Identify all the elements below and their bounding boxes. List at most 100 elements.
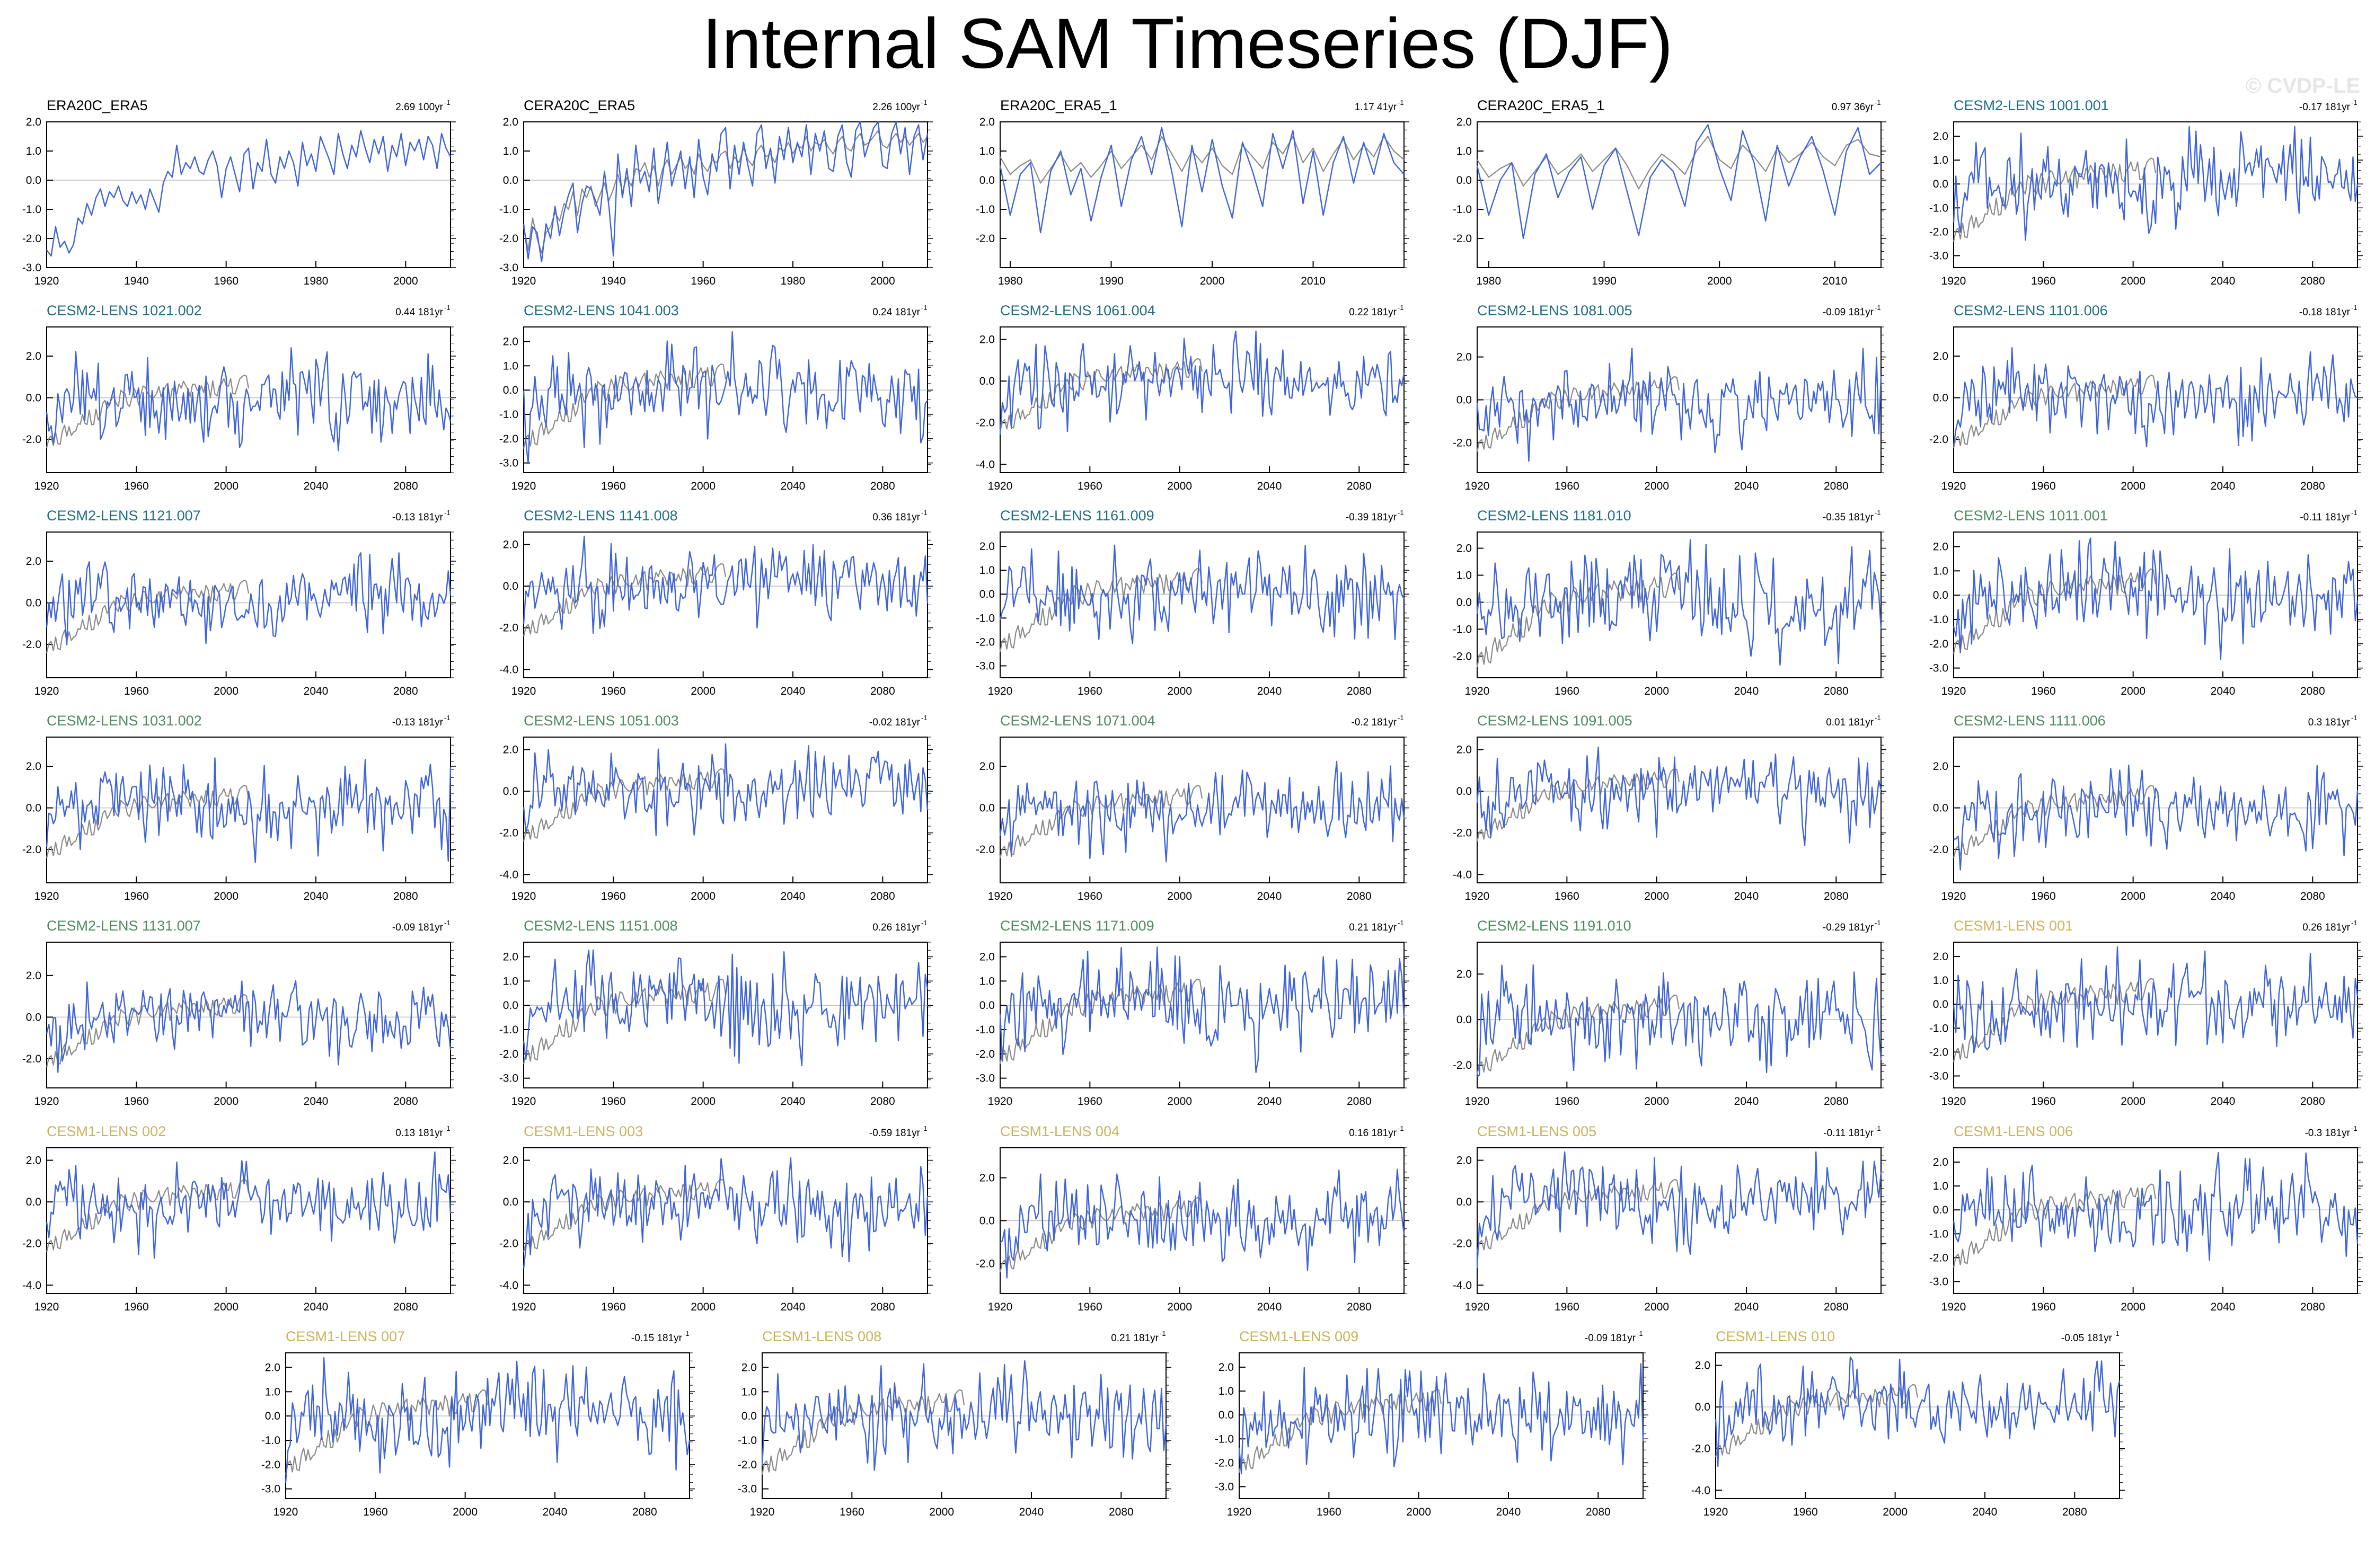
y-tick-label: 0.0 — [1933, 178, 1948, 190]
y-tick-label: 0.0 — [1933, 802, 1948, 814]
y-tick-label: -1.0 — [22, 203, 41, 216]
x-tick-label: 2000 — [1644, 890, 1669, 902]
x-tick-label: 1960 — [1078, 890, 1102, 902]
y-tick-label: 0.0 — [1219, 1409, 1234, 1421]
x-tick-label: 1920 — [34, 1095, 59, 1108]
x-tick-label: 2000 — [691, 685, 716, 697]
y-tick-label: -1.0 — [976, 1024, 995, 1036]
y-tick-label: 1.0 — [26, 145, 41, 157]
y-tick-label: -2.0 — [22, 639, 41, 651]
x-tick-label: 1920 — [1465, 480, 1490, 492]
member-series-line — [46, 130, 452, 257]
chart-panel: CESM1-LENS 005 -0.11 181yr -1 2.0 0.0 -2.0 -4.… — [1453, 1123, 1886, 1313]
obs-series-line — [999, 785, 1203, 858]
x-tick-label: 1920 — [1465, 685, 1490, 697]
y-tick-label: -2.0 — [499, 433, 518, 445]
x-tick-label: 1990 — [1099, 275, 1124, 287]
plot-frame — [46, 1147, 451, 1294]
panel-title: CESM2-LENS 1031.002 — [47, 713, 202, 729]
obs-series-line — [1715, 1384, 1919, 1458]
x-tick-label: 2080 — [2300, 275, 2325, 287]
member-series-line — [285, 1357, 691, 1483]
panel-trend-exponent: -1 — [1398, 919, 1404, 927]
x-tick-label: 2040 — [304, 480, 329, 492]
y-tick-label: -4.0 — [499, 869, 518, 881]
panel-trend-exponent: -1 — [444, 304, 451, 312]
y-tick-label: -2.0 — [499, 827, 518, 839]
panel-trend: -0.39 181yr — [1346, 512, 1397, 523]
y-tick-label: -4.0 — [499, 1279, 518, 1291]
panel-title: CESM2-LENS 1161.009 — [1000, 508, 1154, 524]
plot-frame — [1477, 737, 1882, 883]
y-tick-label: 0.0 — [26, 174, 41, 187]
x-tick-label: 2000 — [1707, 275, 1732, 287]
x-tick-label: 1960 — [214, 275, 239, 287]
y-tick-label: 0.0 — [1456, 596, 1472, 608]
member-series-line — [999, 330, 1405, 435]
y-tick-label: -1.0 — [1929, 1228, 1948, 1240]
y-tick-label: -2.0 — [1691, 1443, 1710, 1455]
chart-panel: CESM2-LENS 1001.001 -0.17 181yr -1 2.0 1.0 0.… — [1929, 98, 2363, 287]
obs-series-line — [1953, 375, 2157, 448]
panel-trend-exponent: -1 — [1398, 304, 1404, 312]
y-tick-label: -1.0 — [1929, 614, 1948, 626]
x-tick-label: 2040 — [781, 890, 806, 902]
panel-trend: -0.11 181yr — [2300, 512, 2350, 523]
panel-title: CESM1-LENS 006 — [1954, 1123, 2073, 1139]
y-tick-label: -2.0 — [499, 1238, 518, 1250]
x-tick-label: 2080 — [1347, 1301, 1372, 1313]
panel-trend: -0.18 181yr — [2299, 307, 2351, 318]
x-tick-label: 1960 — [1555, 480, 1579, 492]
x-tick-label: 2000 — [691, 480, 716, 492]
panel-trend: 0.97 36yr — [1832, 102, 1874, 113]
y-tick-label: 0.0 — [503, 1196, 518, 1208]
x-tick-label: 1960 — [1555, 1095, 1579, 1108]
y-tick-label: 2.0 — [979, 1172, 995, 1184]
x-tick-label: 2000 — [929, 1506, 954, 1518]
panel-trend: -0.02 181yr — [869, 717, 921, 728]
y-tick-label: -2.0 — [976, 844, 995, 856]
panel-trend: -0.13 181yr — [392, 717, 444, 728]
y-tick-label: -1.0 — [499, 203, 518, 216]
panel-title: ERA20C_ERA5_1 — [1000, 98, 1117, 113]
y-tick-label: 2.0 — [979, 541, 995, 553]
panel-title: CESM2-LENS 1171.009 — [1000, 918, 1154, 934]
member-series-line — [523, 743, 929, 836]
panel-trend-exponent: -1 — [1398, 714, 1404, 722]
panel-trend: -0.11 181yr — [1823, 1128, 1874, 1139]
x-tick-label: 2010 — [1823, 275, 1848, 287]
x-tick-label: 2080 — [1347, 480, 1372, 492]
x-tick-label: 1920 — [750, 1506, 775, 1518]
y-tick-label: -3.0 — [1929, 1070, 1948, 1082]
panel-trend: 0.36 181yr — [872, 512, 920, 523]
x-tick-label: 1960 — [1555, 1301, 1579, 1313]
x-tick-label: 2040 — [1734, 480, 1759, 492]
y-tick-label: 1.0 — [741, 1386, 757, 1398]
y-tick-label: 0.0 — [503, 174, 518, 187]
plot-frame — [1715, 1352, 2120, 1499]
panel-title: CESM1-LENS 008 — [762, 1328, 881, 1344]
x-tick-label: 1920 — [1941, 685, 1966, 697]
y-tick-label: -1.0 — [499, 409, 518, 421]
y-tick-label: 1.0 — [1456, 569, 1472, 581]
x-tick-label: 1960 — [2031, 480, 2056, 492]
x-tick-label: 1960 — [2031, 275, 2056, 287]
panel-trend-exponent: -1 — [2351, 509, 2358, 517]
y-tick-label: -3.0 — [1215, 1481, 1234, 1493]
x-tick-label: 2000 — [1406, 1506, 1431, 1518]
panel-trend-exponent: -1 — [1160, 1330, 1166, 1337]
y-tick-label: -1.0 — [499, 1024, 518, 1036]
y-tick-label: -2.0 — [499, 622, 518, 634]
panel-trend-exponent: -1 — [1398, 509, 1404, 517]
x-tick-label: 1920 — [988, 890, 1013, 902]
y-tick-label: -3.0 — [261, 1483, 280, 1495]
y-tick-label: -4.0 — [22, 1279, 41, 1291]
member-series-line — [999, 946, 1405, 1073]
panel-trend-exponent: -1 — [444, 919, 451, 927]
chart-panel: ERA20C_ERA5 2.69 100yr -1 2.0 1.0 0.0 -1.0 -2.0… — [22, 98, 456, 287]
x-tick-label: 1990 — [1592, 275, 1617, 287]
x-tick-label: 2080 — [1109, 1506, 1134, 1518]
chart-panel: CESM2-LENS 1151.008 0.26 181yr -1 2.0 1.0 0.0… — [499, 918, 933, 1108]
y-tick-label: 0.0 — [26, 392, 41, 404]
x-tick-label: 2000 — [1200, 275, 1225, 287]
